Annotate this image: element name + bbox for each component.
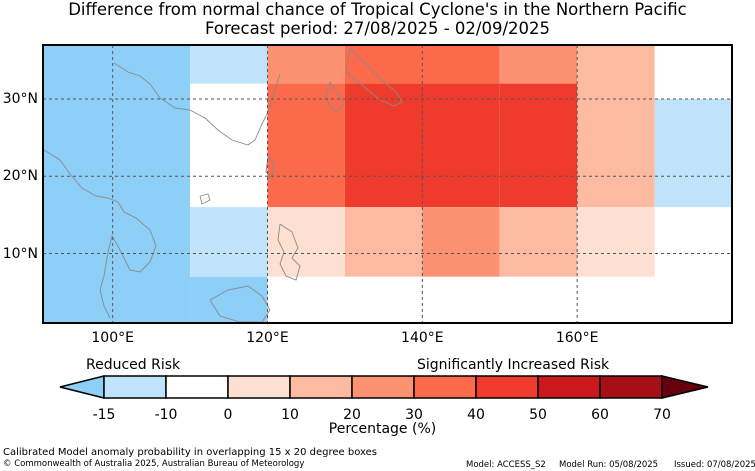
colorbar-segment-6 [476, 376, 538, 398]
footer-copyright: © Commonwealth of Australia 2025, Austra… [3, 459, 304, 470]
footer-note: Calibrated Model anomaly probability in … [3, 447, 377, 458]
colorbar-segment-4 [352, 376, 414, 398]
colorbar [0, 0, 755, 470]
colorbar-segment-2 [228, 376, 290, 398]
footer-model: Model: ACCESS_S2 [466, 460, 546, 471]
colorbar-segment-5 [414, 376, 476, 398]
colorbar-segment-8 [600, 376, 662, 398]
colorbar-segment-0 [104, 376, 166, 398]
footer-issued: Issued: 07/08/2025 [674, 460, 755, 471]
footer-model-run: Model Run: 05/08/2025 [559, 460, 658, 471]
colorbar-segment-7 [538, 376, 600, 398]
colorbar-segment-1 [166, 376, 228, 398]
colorbar-segment-3 [290, 376, 352, 398]
colorbar-arrow-low [60, 376, 104, 398]
colorbar-axis-label: Percentage (%) [0, 421, 755, 437]
colorbar-arrow-high [662, 376, 708, 398]
